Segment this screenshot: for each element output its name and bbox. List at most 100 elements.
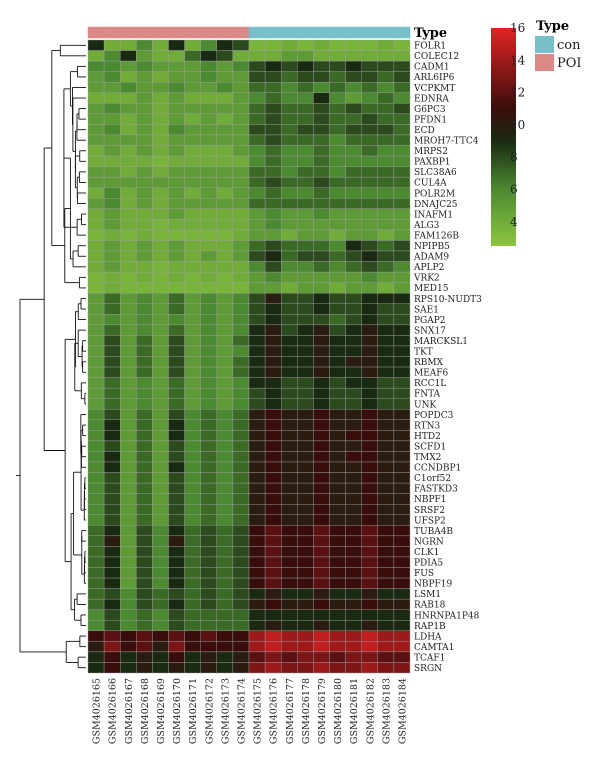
- row-label: CLK1: [414, 548, 439, 558]
- heatmap-cell: [168, 546, 185, 558]
- heatmap-cell: [168, 50, 185, 62]
- heatmap-cell: [168, 282, 185, 294]
- heatmap-cell: [232, 229, 250, 241]
- heatmap-cell: [136, 39, 153, 51]
- annotation-cell: [361, 26, 379, 39]
- heatmap-cell: [184, 366, 201, 378]
- heatmap-cell: [281, 176, 298, 188]
- heatmap-cell: [119, 620, 137, 632]
- heatmap-cell: [329, 81, 346, 93]
- heatmap-cell: [361, 662, 379, 674]
- heatmap-cell: [136, 493, 153, 505]
- heatmap-cell: [393, 176, 411, 188]
- heatmap-cell: [184, 546, 201, 558]
- heatmap-cell: [232, 187, 250, 199]
- heatmap-cell: [329, 60, 346, 72]
- heatmap-cell: [264, 366, 282, 378]
- heatmap-cell: [264, 134, 282, 146]
- heatmap-cell: [103, 314, 121, 326]
- heatmap-cell: [119, 377, 137, 389]
- heatmap-cell: [136, 81, 153, 93]
- heatmap-cell: [184, 598, 201, 610]
- heatmap-cell: [168, 514, 185, 526]
- heatmap-cell: [264, 472, 282, 484]
- heatmap-cell: [361, 198, 379, 210]
- heatmap-cell: [393, 366, 411, 378]
- heatmap-cell: [184, 482, 201, 494]
- heatmap-cell: [264, 461, 282, 473]
- heatmap-cell: [329, 314, 346, 326]
- heatmap-cell: [393, 651, 411, 663]
- heatmap-cell: [216, 398, 234, 410]
- heatmap-cell: [87, 377, 105, 389]
- heatmap-cell: [377, 303, 395, 315]
- heatmap-cell: [345, 366, 362, 378]
- heatmap-cell: [297, 504, 314, 515]
- heatmap-cell: [281, 546, 298, 558]
- heatmap-cell: [200, 472, 217, 484]
- heatmap-cell: [87, 546, 105, 558]
- heatmap-cell: [377, 166, 395, 178]
- heatmap-cell: [393, 409, 411, 421]
- heatmap-cell: [103, 546, 121, 558]
- heatmap-cell: [200, 662, 217, 674]
- heatmap-cell: [232, 525, 250, 537]
- heatmap-cell: [313, 303, 330, 315]
- heatmap-cell: [264, 92, 282, 104]
- heatmap-cell: [345, 662, 362, 674]
- heatmap-cell: [87, 451, 105, 463]
- heatmap-cell: [103, 556, 121, 568]
- row-label: MARCKSL1: [414, 337, 468, 347]
- heatmap-cell: [329, 387, 346, 399]
- heatmap-cell: [345, 409, 362, 421]
- heatmap-cell: [184, 662, 201, 674]
- heatmap-cell: [152, 198, 169, 210]
- heatmap-cell: [184, 588, 201, 600]
- heatmap-cell: [103, 240, 121, 252]
- heatmap-cell: [103, 609, 121, 621]
- heatmap-cell: [200, 620, 217, 632]
- heatmap-cell: [313, 240, 330, 252]
- heatmap-cell: [345, 588, 362, 600]
- heatmap-cell: [119, 134, 137, 146]
- heatmap-cell: [297, 419, 314, 431]
- row-label: CUL4A: [414, 179, 447, 189]
- heatmap-cell: [232, 430, 250, 442]
- heatmap-cell: [87, 472, 105, 484]
- heatmap-cell: [168, 588, 185, 600]
- heatmap-cell: [329, 155, 346, 167]
- heatmap-cell: [119, 145, 137, 157]
- heatmap-cell: [200, 50, 217, 62]
- heatmap-cell: [377, 324, 395, 336]
- heatmap-cell: [184, 229, 201, 241]
- heatmap-cell: [103, 271, 121, 283]
- heatmap-cell: [377, 482, 395, 494]
- row-label: MEAF6: [414, 369, 449, 379]
- heatmap-cell: [264, 103, 282, 115]
- colorbar-tick-label: 16: [510, 21, 525, 35]
- heatmap-cell: [119, 493, 137, 505]
- heatmap-cell: [152, 103, 169, 115]
- heatmap-cell: [248, 567, 266, 579]
- row-label: MED15: [414, 284, 449, 294]
- heatmap-cell: [103, 250, 121, 262]
- heatmap-cell: [232, 314, 250, 326]
- heatmap-cell: [200, 504, 217, 515]
- column-label: GSM4026167: [124, 678, 135, 744]
- heatmap-cell: [232, 409, 250, 421]
- heatmap-cell: [345, 567, 362, 579]
- annotation-cell: [200, 26, 218, 39]
- heatmap-cell: [345, 92, 362, 104]
- heatmap-cell: [248, 166, 266, 178]
- column-label: GSM4026174: [236, 678, 247, 744]
- heatmap-cell: [248, 398, 266, 410]
- heatmap-cell: [329, 271, 346, 283]
- heatmap-cell: [168, 430, 185, 442]
- heatmap-cell: [136, 651, 153, 663]
- heatmap-cell: [377, 504, 395, 515]
- heatmap-cell: [281, 577, 298, 589]
- heatmap-cell: [329, 630, 346, 642]
- heatmap-cell: [87, 113, 105, 125]
- heatmap-cell: [152, 609, 169, 621]
- heatmap-cell: [345, 482, 362, 494]
